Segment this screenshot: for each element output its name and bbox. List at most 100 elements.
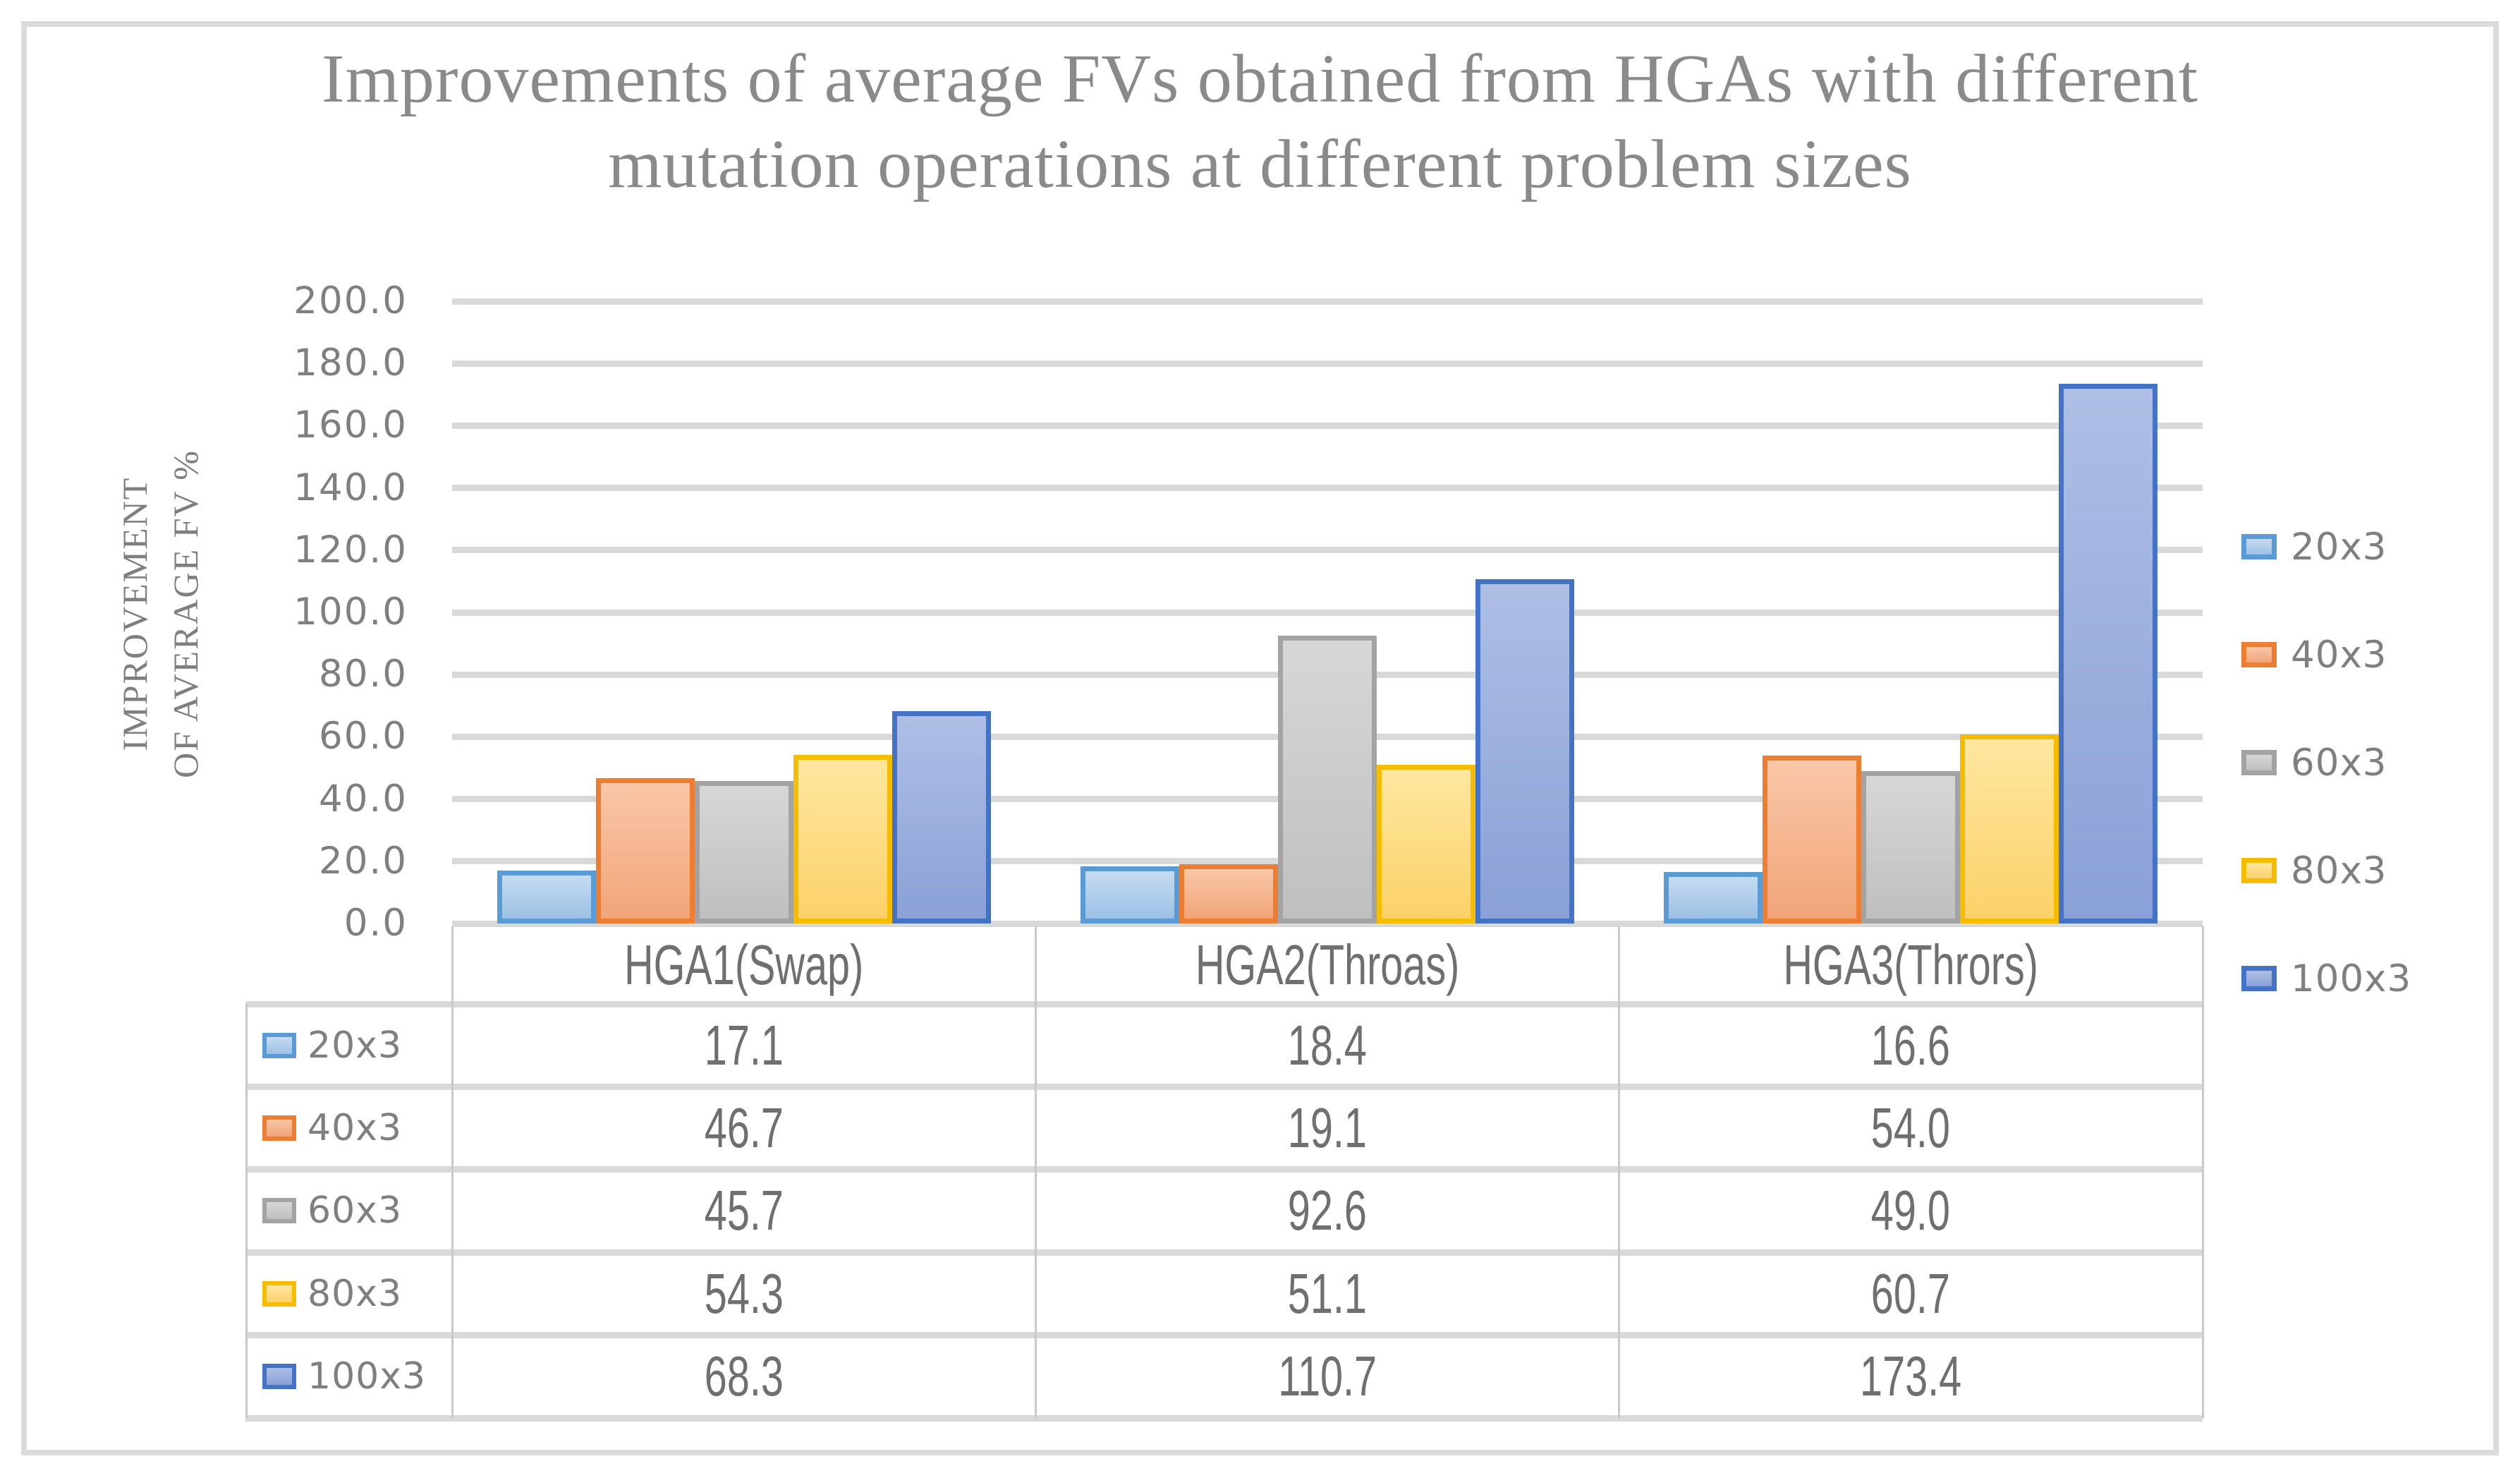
table-row-swatch-100x3 — [262, 1364, 296, 1390]
table-cell-value: 68.3 — [704, 1345, 784, 1408]
legend-label: 80x3 — [2291, 849, 2387, 892]
gridline — [452, 422, 2203, 429]
bar-20x3-HGA3(Thrors) — [1664, 871, 1763, 923]
table-cell-value: 110.7 — [1278, 1345, 1377, 1408]
table-cell: 16.6 — [1619, 1004, 2203, 1086]
table-row-swatch-40x3 — [262, 1115, 296, 1141]
table-horizontal-line — [245, 1415, 2203, 1422]
figure-border — [21, 21, 2499, 1455]
bar-20x3-HGA1(Swap) — [497, 870, 596, 923]
table-horizontal-line — [245, 1166, 2203, 1173]
y-tick-label: 0.0 — [343, 902, 408, 945]
legend-label: 20x3 — [2291, 525, 2387, 569]
table-vertical-line — [2201, 926, 2204, 1418]
bar-40x3-HGA1(Swap) — [595, 778, 695, 923]
table-horizontal-line — [245, 1332, 2203, 1339]
table-cell-value: 45.7 — [704, 1179, 784, 1242]
legend-label: 60x3 — [2291, 741, 2387, 785]
table-cell-value: 54.3 — [704, 1261, 784, 1325]
table-column-header-text: HGA2(Throas) — [1195, 933, 1460, 996]
table-cell-value: 46.7 — [704, 1096, 784, 1160]
legend-item-100x3: 100x3 — [2241, 950, 2411, 1007]
table-cell: 54.0 — [1619, 1086, 2203, 1169]
table-cell: 173.4 — [1619, 1335, 2203, 1418]
table-vertical-line — [451, 926, 454, 1418]
table-column-header-text: HGA1(Swap) — [624, 933, 864, 996]
bar-20x3-HGA2(Throas) — [1081, 866, 1179, 923]
table-vertical-line — [245, 1004, 248, 1418]
table-vertical-line — [1034, 926, 1037, 1418]
table-row-label-text: 100x3 — [308, 1355, 427, 1398]
table-vertical-line — [1618, 926, 1621, 1418]
table-row-swatch-60x3 — [262, 1198, 296, 1224]
gridline — [452, 609, 2203, 616]
legend-label: 40x3 — [2291, 633, 2387, 677]
bar-60x3-HGA2(Throas) — [1278, 635, 1377, 923]
table-cell: 46.7 — [452, 1086, 1035, 1169]
legend-swatch-20x3 — [2241, 534, 2277, 559]
table-cell: 45.7 — [452, 1170, 1035, 1252]
table-row-label-100x3: 100x3 — [262, 1335, 426, 1418]
y-tick-label: 80.0 — [318, 653, 408, 696]
bar-40x3-HGA3(Thrors) — [1763, 755, 1862, 923]
table-cell: 51.1 — [1035, 1252, 1619, 1335]
gridline — [452, 547, 2203, 554]
legend-label: 100x3 — [2291, 957, 2412, 1000]
table-row-label-60x3: 60x3 — [262, 1170, 402, 1252]
bar-100x3-HGA2(Throas) — [1475, 579, 1574, 923]
legend-swatch-100x3 — [2241, 966, 2277, 991]
table-row-swatch-20x3 — [262, 1032, 296, 1058]
y-tick-label: 140.0 — [293, 466, 408, 509]
table-cell: 18.4 — [1035, 1004, 1619, 1086]
table-column-header: HGA2(Throas) — [1035, 926, 1619, 1004]
table-cell-value: 173.4 — [1860, 1345, 1962, 1408]
table-row-label-80x3: 80x3 — [262, 1252, 402, 1335]
legend-swatch-80x3 — [2241, 858, 2277, 883]
table-column-header: HGA3(Thrors) — [1619, 926, 2203, 1004]
table-cell-value: 51.1 — [1287, 1261, 1368, 1325]
table-row-label-20x3: 20x3 — [262, 1004, 402, 1086]
bar-60x3-HGA3(Thrors) — [1861, 770, 1961, 923]
table-cell: 54.3 — [452, 1252, 1035, 1335]
table-row-label-text: 20x3 — [308, 1024, 403, 1067]
table-horizontal-line — [245, 1249, 2203, 1256]
bar-80x3-HGA1(Swap) — [793, 754, 892, 923]
legend-item-80x3: 80x3 — [2241, 842, 2387, 899]
y-tick-label: 120.0 — [293, 528, 408, 571]
bar-100x3-HGA1(Swap) — [891, 710, 991, 923]
gridline — [452, 920, 2203, 927]
legend-item-20x3: 20x3 — [2241, 519, 2387, 575]
table-cell-value: 18.4 — [1287, 1013, 1368, 1077]
table-cell-value: 60.7 — [1871, 1261, 1951, 1325]
legend-swatch-40x3 — [2241, 642, 2277, 667]
table-row-swatch-80x3 — [262, 1280, 296, 1307]
table-cell: 17.1 — [452, 1004, 1035, 1086]
y-tick-label: 20.0 — [318, 839, 408, 883]
table-cell-value: 16.6 — [1871, 1013, 1951, 1077]
y-tick-label: 60.0 — [318, 715, 408, 758]
gridline — [452, 360, 2203, 367]
table-horizontal-line — [245, 1000, 2203, 1007]
y-tick-label: 40.0 — [318, 777, 408, 820]
y-tick-label: 160.0 — [293, 404, 408, 447]
table-cell: 60.7 — [1619, 1252, 2203, 1335]
table-cell-value: 54.0 — [1871, 1096, 1951, 1160]
legend-item-40x3: 40x3 — [2241, 626, 2387, 683]
chart-title-line1: Improvements of average FVs obtained fro… — [322, 41, 2198, 117]
bar-100x3-HGA3(Thrors) — [2059, 384, 2158, 923]
bar-60x3-HGA1(Swap) — [694, 781, 793, 923]
y-tick-label: 100.0 — [293, 590, 408, 634]
table-column-header: HGA1(Swap) — [452, 926, 1035, 1004]
table-cell: 49.0 — [1619, 1170, 2203, 1252]
table-row-label-text: 60x3 — [308, 1189, 403, 1232]
bar-80x3-HGA3(Thrors) — [1960, 734, 2059, 923]
legend-item-60x3: 60x3 — [2241, 734, 2387, 791]
chart-title: Improvements of average FVs obtained fro… — [0, 37, 2520, 207]
gridline — [452, 485, 2203, 492]
gridline — [452, 298, 2203, 305]
table-row-label-40x3: 40x3 — [262, 1086, 402, 1169]
table-cell: 110.7 — [1035, 1335, 1619, 1418]
legend-swatch-60x3 — [2241, 750, 2277, 775]
table-cell: 68.3 — [452, 1335, 1035, 1418]
